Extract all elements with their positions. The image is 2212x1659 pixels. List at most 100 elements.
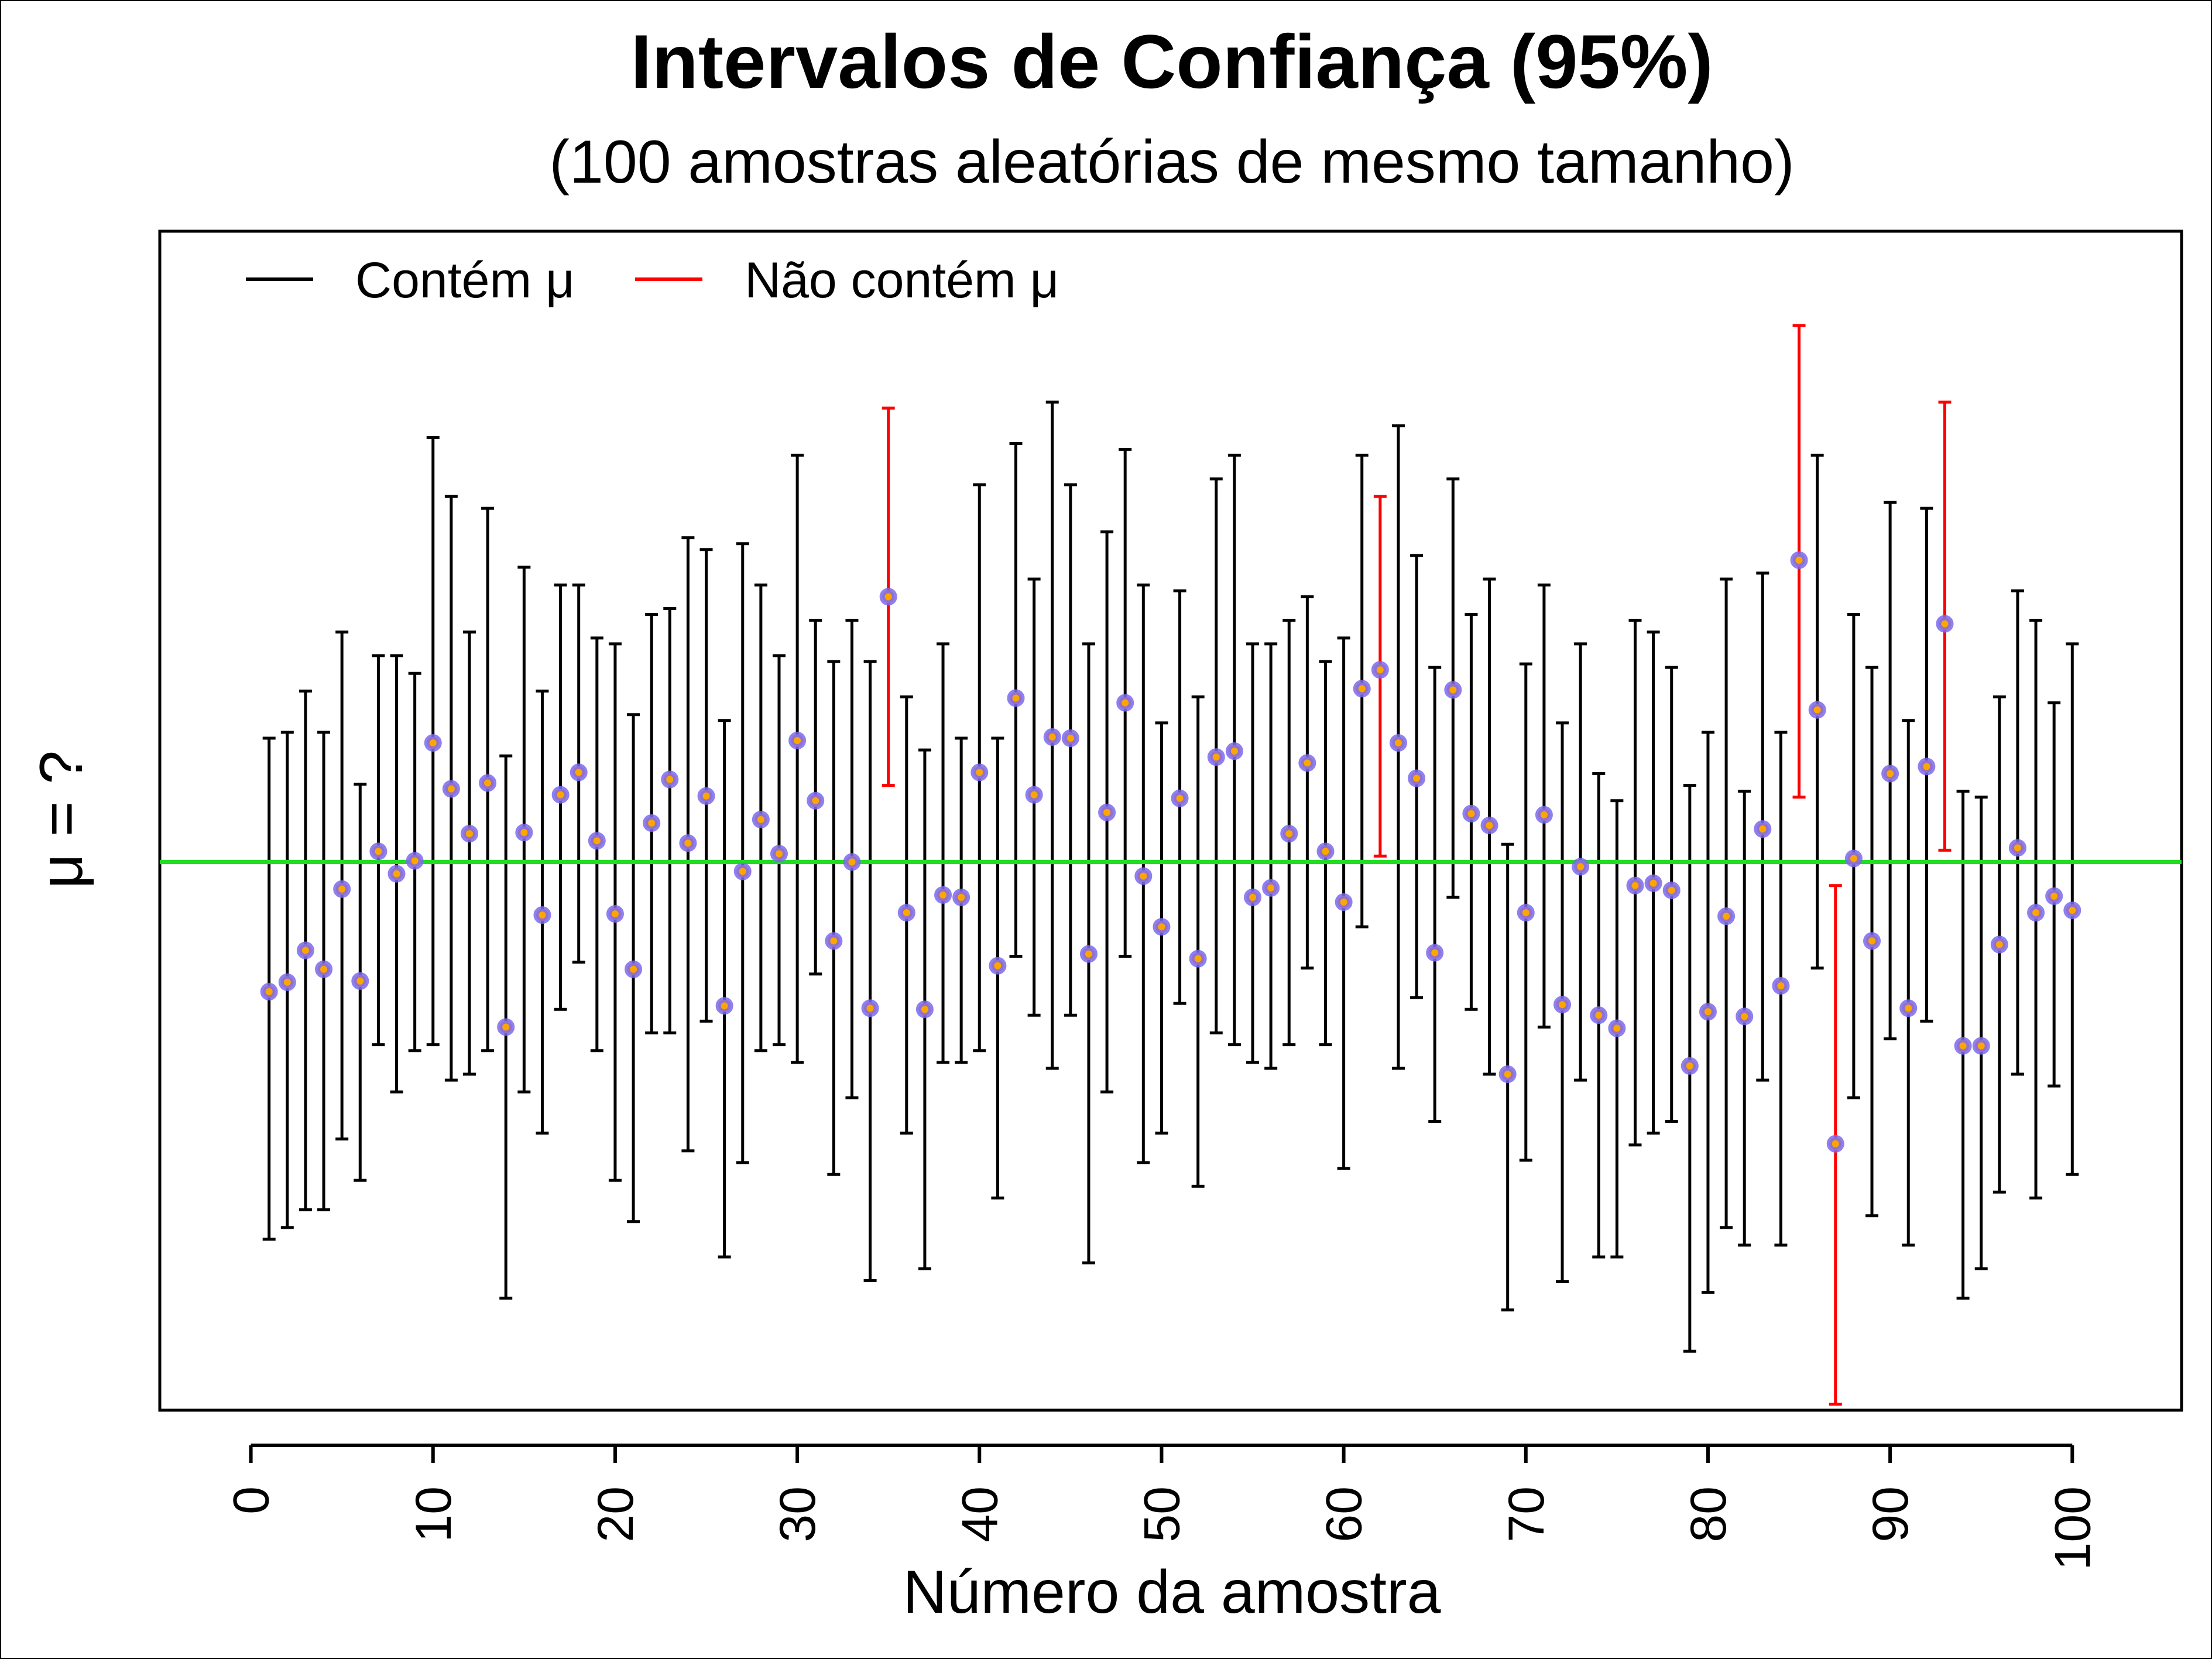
sample-mean-point-28 [752, 810, 770, 828]
sample-mean-point-74 [1590, 1006, 1608, 1024]
sample-mean-point-89 [1863, 932, 1881, 950]
sample-mean-point-70 [1517, 904, 1535, 922]
sample-mean-point-95 [1972, 1037, 1990, 1055]
sample-mean-point-85 [1790, 551, 1808, 569]
sample-mean-point-17 [551, 786, 570, 804]
x-tick-label: 40 [952, 1486, 1008, 1543]
sample-mean-point-19 [588, 832, 606, 850]
sample-mean-point-66 [1444, 681, 1462, 699]
sample-mean-point-58 [1298, 754, 1316, 772]
x-tick-label: 60 [1316, 1486, 1373, 1543]
chart-subtitle: (100 amostras aleatórias de mesmo tamanh… [549, 128, 1794, 196]
sample-mean-point-78 [1662, 881, 1681, 899]
confidence-interval-27 [736, 542, 749, 1164]
sample-mean-point-82 [1736, 1007, 1754, 1026]
sample-mean-point-77 [1644, 874, 1662, 892]
x-tick-label: 50 [1134, 1486, 1190, 1543]
confidence-interval-30 [791, 454, 804, 1064]
sample-mean-point-59 [1316, 842, 1335, 861]
confidence-interval-52 [1191, 695, 1205, 1188]
sample-mean-point-23 [661, 770, 679, 789]
sample-mean-point-73 [1572, 858, 1590, 876]
sample-mean-point-69 [1498, 1065, 1517, 1084]
sample-mean-point-4 [315, 960, 333, 978]
sample-mean-point-50 [1153, 918, 1171, 936]
sample-mean-point-92 [1918, 757, 1936, 776]
point-series [260, 551, 2081, 1153]
sample-mean-point-98 [2027, 904, 2045, 922]
sample-mean-point-12 [460, 825, 478, 843]
sample-mean-point-51 [1171, 789, 1189, 807]
sample-mean-point-22 [643, 814, 661, 832]
sample-mean-point-48 [1116, 694, 1134, 712]
confidence-interval-95 [1974, 796, 1988, 1270]
sample-mean-point-93 [1936, 615, 1954, 633]
sample-mean-point-40 [970, 763, 989, 781]
sample-mean-point-75 [1608, 1019, 1626, 1037]
sample-mean-point-10 [424, 734, 442, 752]
confidence-interval-71 [1537, 583, 1551, 1029]
sample-mean-point-67 [1462, 804, 1480, 822]
x-tick-label: 30 [770, 1486, 826, 1543]
confidence-interval-97 [2011, 589, 2024, 1076]
sample-mean-point-35 [879, 588, 897, 606]
sample-mean-point-34 [861, 999, 879, 1017]
plot-area [158, 229, 2183, 1412]
sample-mean-point-32 [825, 932, 843, 950]
sample-mean-point-26 [715, 997, 733, 1015]
confidence-interval-32 [827, 660, 841, 1176]
confidence-interval-56 [1264, 642, 1278, 1070]
y-axis-label: μ = ? [28, 750, 95, 889]
sample-mean-point-45 [1061, 729, 1079, 748]
confidence-interval-26 [718, 719, 731, 1259]
sample-mean-point-33 [843, 853, 861, 871]
confidence-interval-65 [1428, 666, 1442, 1123]
sample-mean-point-54 [1225, 742, 1243, 760]
confidence-interval-81 [1720, 577, 1733, 1229]
sample-mean-point-56 [1262, 879, 1280, 897]
sample-mean-point-64 [1408, 769, 1426, 787]
confidence-interval-45 [1064, 483, 1077, 1017]
sample-mean-point-37 [915, 1000, 934, 1019]
sample-mean-point-63 [1389, 734, 1407, 752]
sample-mean-point-97 [2008, 839, 2026, 857]
x-tick-label: 80 [1681, 1486, 1737, 1543]
x-tick-label: 100 [2045, 1486, 2101, 1571]
sample-mean-point-21 [625, 960, 643, 978]
sample-mean-point-42 [1007, 689, 1025, 707]
sample-mean-point-18 [570, 763, 588, 781]
sample-mean-point-62 [1371, 661, 1389, 679]
sample-mean-point-11 [442, 780, 460, 798]
sample-mean-point-100 [2063, 902, 2081, 920]
sample-mean-point-13 [479, 774, 497, 792]
sample-mean-point-38 [934, 886, 952, 904]
sample-mean-point-1 [260, 983, 278, 1001]
legend-label-not-contains: Não contém μ [745, 252, 1059, 309]
sample-mean-point-47 [1098, 803, 1116, 821]
sample-mean-point-29 [770, 845, 788, 863]
sample-mean-point-43 [1025, 786, 1043, 804]
sample-mean-point-7 [369, 842, 387, 861]
sample-mean-point-90 [1881, 765, 1899, 783]
sample-mean-point-5 [333, 880, 351, 898]
sample-mean-point-96 [1990, 935, 2008, 954]
chart-title: Intervalos de Confiança (95%) [630, 19, 1713, 104]
sample-mean-point-91 [1899, 999, 1918, 1017]
sample-mean-point-84 [1772, 976, 1790, 995]
sample-mean-point-55 [1244, 888, 1262, 906]
legend: Contém μ Não contém μ [246, 252, 1059, 309]
confidence-interval-25 [699, 548, 713, 1023]
confidence-interval-12 [462, 630, 476, 1076]
legend-label-contains: Contém μ [355, 252, 575, 309]
sample-mean-point-9 [406, 852, 424, 870]
sample-mean-point-68 [1480, 817, 1498, 835]
sample-mean-point-6 [351, 972, 369, 990]
sample-mean-point-31 [807, 791, 825, 810]
sample-mean-point-76 [1626, 876, 1644, 894]
sample-mean-point-14 [497, 1018, 515, 1036]
x-tick-label: 10 [406, 1486, 462, 1543]
sample-mean-point-41 [989, 957, 1007, 975]
sample-mean-point-15 [515, 824, 533, 842]
sample-mean-point-52 [1189, 950, 1207, 968]
